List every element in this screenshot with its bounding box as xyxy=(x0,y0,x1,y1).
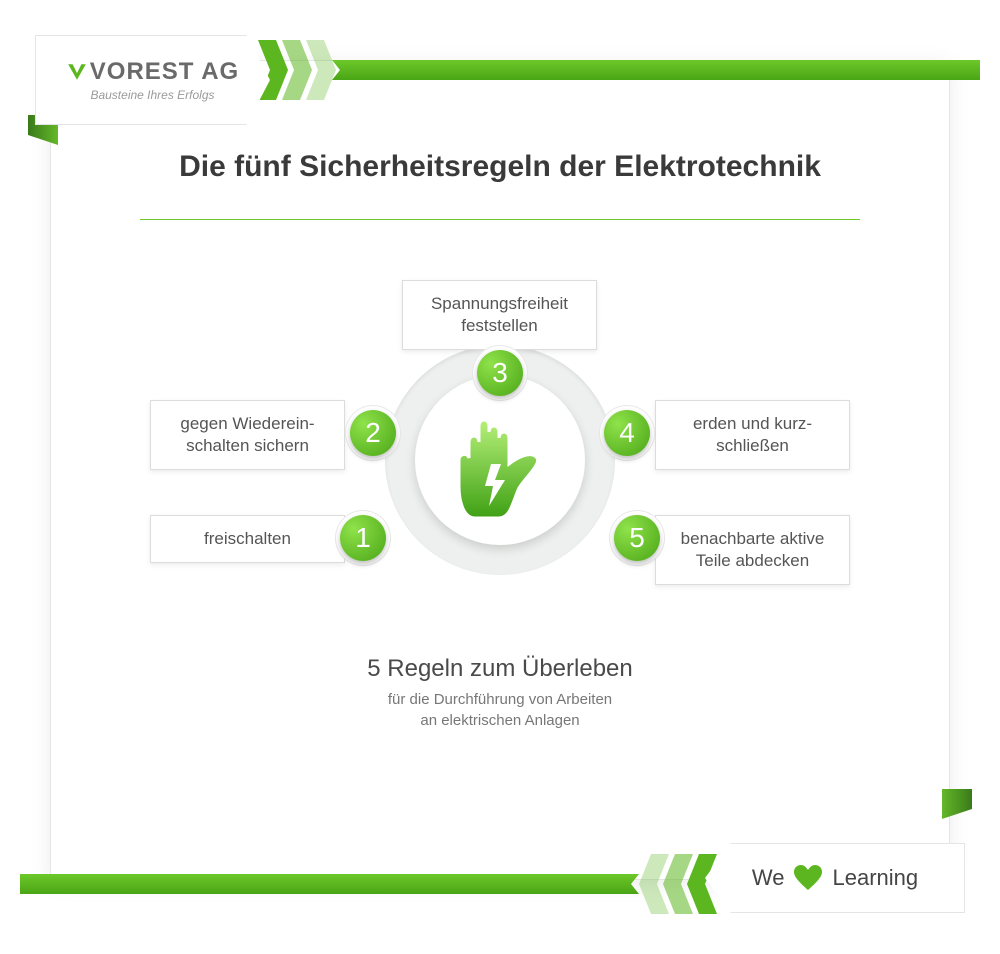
rule-number-1: 1 xyxy=(340,515,386,561)
rule-number-3: 3 xyxy=(477,350,523,396)
top-chevrons xyxy=(264,40,336,100)
rule-box-5: benachbarte aktiveTeile abdecken xyxy=(655,515,850,585)
rules-diagram: freischalten gegen Wiederein-schalten si… xyxy=(150,260,850,640)
logo-box: VOREST AG Bausteine Ihres Erfolgs xyxy=(35,35,270,125)
caption-main: 5 Regeln zum Überleben xyxy=(367,655,633,683)
caption-sub-line2: an elektrischen Anlagen xyxy=(420,712,579,729)
content-area: Die fünf Sicherheitsregeln der Elektrote… xyxy=(50,120,950,854)
bottom-chevrons xyxy=(639,854,711,914)
rule-box-2: gegen Wiederein-schalten sichern xyxy=(150,400,345,470)
footer-learning: Learning xyxy=(832,865,918,891)
rule-box-3: Spannungsfreiheitfeststellen xyxy=(402,280,597,350)
caption-sub-line1: für die Durchführung von Arbeiten xyxy=(388,691,612,708)
brand-tagline: Bausteine Ihres Erfolgs xyxy=(90,88,214,102)
rule-label: Spannungsfreiheitfeststellen xyxy=(431,294,568,335)
top-ribbon: VOREST AG Bausteine Ihres Erfolgs xyxy=(35,55,980,85)
heart-icon xyxy=(794,865,822,891)
footer-we: We xyxy=(752,865,785,891)
ribbon-bar-top xyxy=(332,60,980,80)
rule-box-4: erden und kurz-schließen xyxy=(655,400,850,470)
hand-lightning-icon xyxy=(445,400,555,520)
caption: 5 Regeln zum Überleben für die Durchführ… xyxy=(367,655,633,731)
rule-number-5: 5 xyxy=(614,515,660,561)
rule-label: erden und kurz-schließen xyxy=(693,414,812,455)
rule-label: benachbarte aktiveTeile abdecken xyxy=(681,529,825,570)
rule-number-2: 2 xyxy=(350,410,396,456)
rule-label: gegen Wiederein-schalten sichern xyxy=(180,414,314,455)
brand-name-text: VOREST AG xyxy=(90,58,239,86)
brand-mark-icon xyxy=(66,61,88,83)
bottom-ribbon: We Learning xyxy=(20,869,965,899)
rule-label: freischalten xyxy=(204,529,291,548)
rule-number-4: 4 xyxy=(604,410,650,456)
page-title: Die fünf Sicherheitsregeln der Elektrote… xyxy=(179,150,821,184)
center-circle xyxy=(415,375,585,545)
rule-box-1: freischalten xyxy=(150,515,345,563)
chevron-icon xyxy=(306,40,336,100)
footer-box: We Learning xyxy=(705,843,965,913)
ribbon-bar-bottom xyxy=(20,874,639,894)
caption-sub: für die Durchführung von Arbeiten an ele… xyxy=(367,689,633,731)
brand-name: VOREST AG xyxy=(66,58,239,86)
divider xyxy=(140,219,860,220)
